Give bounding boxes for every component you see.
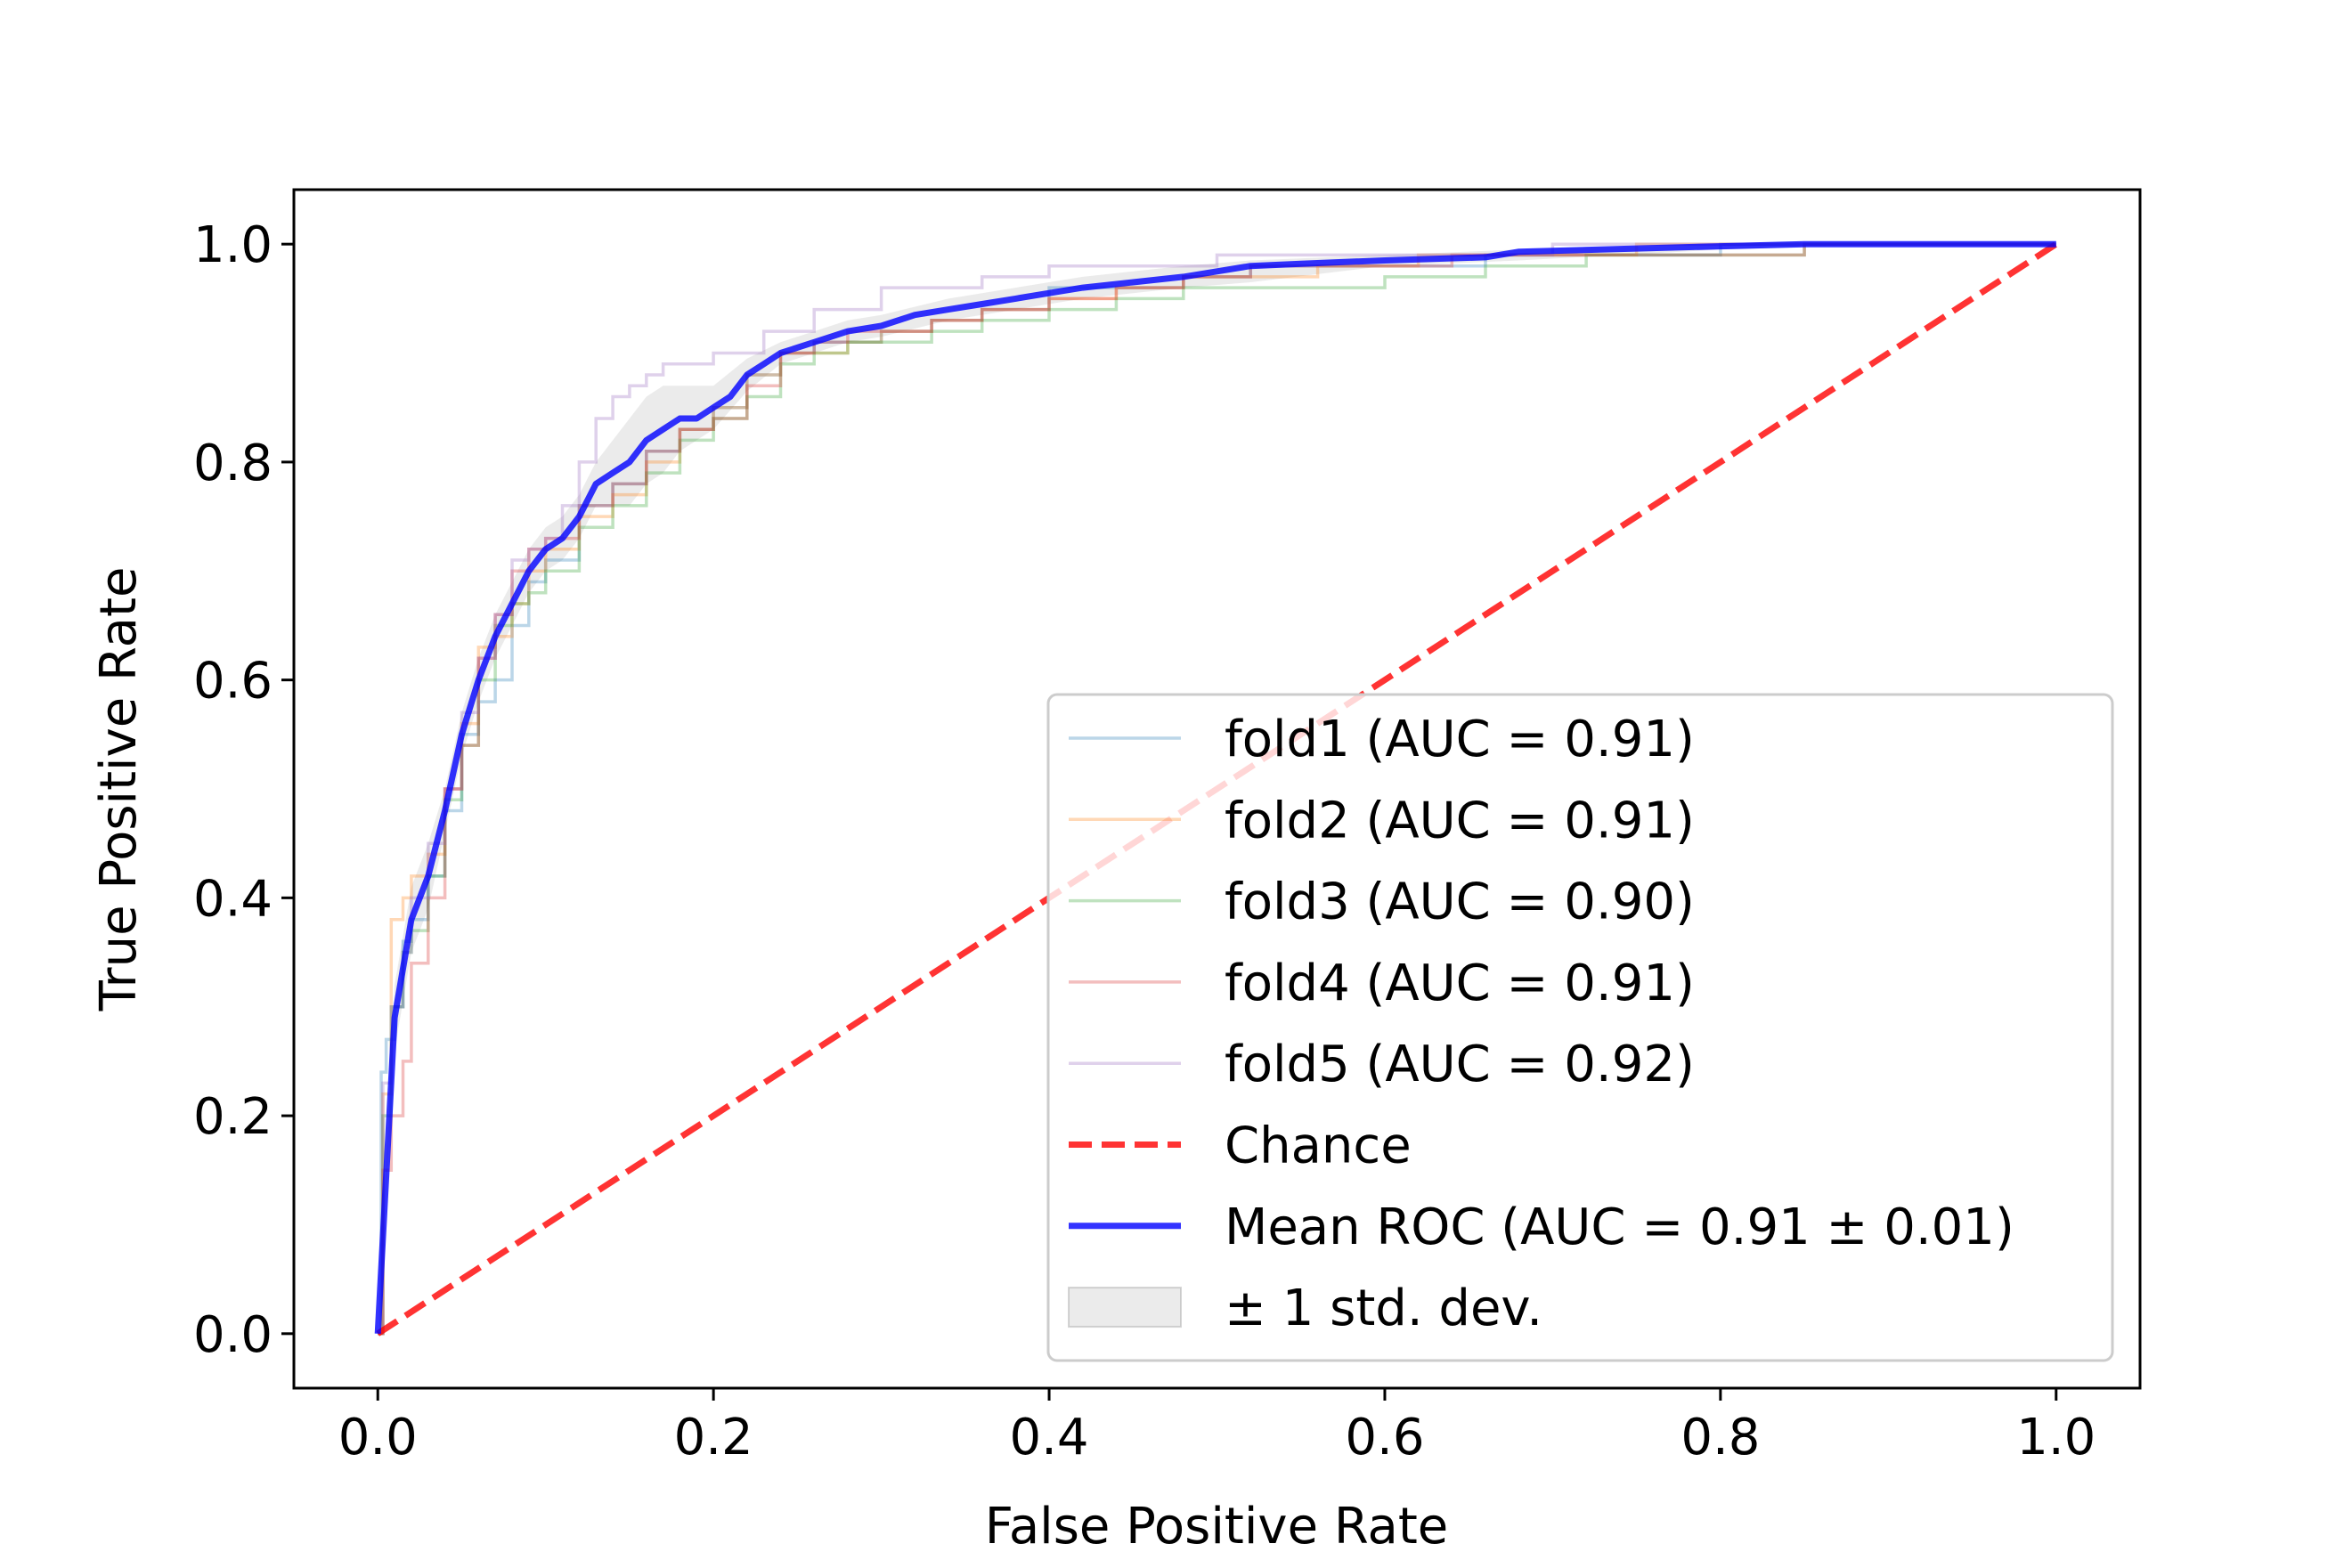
legend-label: Mean ROC (AUC = 0.91 ± 0.01) [1225, 1198, 2014, 1256]
x-tick-label: 0.8 [1681, 1409, 1760, 1466]
legend-items: fold1 (AUC = 0.91) fold2 (AUC = 0.91) fold… [1068, 711, 2014, 1337]
x-axis-ticks: 0.0 0.2 0.4 0.6 0.8 1.0 [338, 1388, 2096, 1466]
legend-swatch [1068, 1287, 1182, 1328]
legend-label: fold3 (AUC = 0.90) [1225, 873, 1695, 931]
x-tick-label: 0.0 [338, 1409, 418, 1466]
mean-roc-layer [374, 240, 2056, 1334]
legend-label: Chance [1225, 1117, 1412, 1175]
y-tick-label: 0.6 [193, 653, 273, 711]
x-tick-label: 0.2 [674, 1409, 753, 1466]
plot-frame [292, 188, 2142, 1390]
legend-box [1046, 693, 2114, 1362]
legend-label: fold1 (AUC = 0.91) [1225, 711, 1695, 768]
y-tick-label: 0.8 [193, 435, 273, 492]
legend-label: fold5 (AUC = 0.92) [1225, 1036, 1695, 1093]
x-axis-label: False Positive Rate [985, 1498, 1448, 1556]
x-tick-label: 1.0 [2016, 1409, 2096, 1466]
x-tick-label: 0.4 [1010, 1409, 1089, 1466]
legend: fold1 (AUC = 0.91) fold2 (AUC = 0.91) fold… [1046, 693, 2114, 1362]
y-tick-label: 0.2 [193, 1088, 273, 1146]
y-tick-label: 0.0 [193, 1306, 273, 1364]
y-axis-ticks: 0.0 0.2 0.4 0.6 0.8 1.0 [193, 216, 294, 1364]
mean-roc-curve [374, 240, 2056, 1334]
fold-curve-5 [378, 242, 2056, 1336]
y-tick-label: 1.0 [193, 216, 273, 274]
x-tick-label: 0.6 [1345, 1409, 1424, 1466]
y-tick-label: 0.4 [193, 870, 273, 928]
y-axis-label: True Positive Rate [90, 567, 148, 1012]
legend-label: fold4 (AUC = 0.91) [1225, 955, 1695, 1012]
legend-label: fold2 (AUC = 0.91) [1225, 792, 1695, 849]
fold-curve-3 [378, 242, 2056, 1336]
legend-label: ± 1 std. dev. [1225, 1280, 1542, 1337]
fold-curve-4 [378, 242, 2056, 1336]
